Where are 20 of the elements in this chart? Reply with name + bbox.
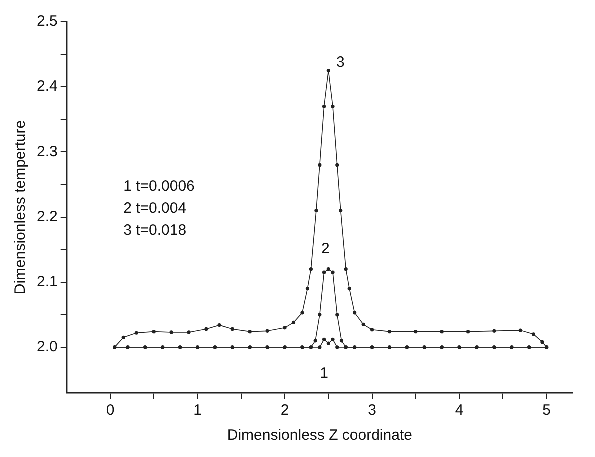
x-tick-label: 4	[455, 402, 464, 420]
annotation: 3	[336, 54, 345, 71]
x-tick-label: 3	[368, 402, 376, 420]
y-tick-label: 2.0	[36, 338, 58, 356]
y-axis-title: Dimensionless temperture	[12, 120, 30, 295]
x-tick-label: 1	[194, 402, 202, 420]
x-axis-title: Dimensionless Z coordinate	[227, 427, 412, 444]
y-tick-label: 2.4	[36, 78, 58, 96]
y-tick-label: 2.2	[36, 208, 58, 226]
y-tick-label: 2.5	[36, 13, 58, 30]
annotation: 1	[320, 364, 328, 382]
y-tick-label: 2.3	[36, 143, 58, 160]
x-tick-label: 5	[542, 402, 551, 420]
annotation: 2 t=0.004	[124, 200, 187, 218]
annotation: 3 t=0.018	[124, 222, 187, 240]
annotation: 2	[321, 240, 330, 258]
annotation: 1 t=0.0006	[124, 178, 195, 196]
y-tick-label: 2.1	[36, 273, 58, 290]
x-tick-label: 0	[106, 402, 115, 420]
x-tick-label: 2	[280, 402, 290, 420]
